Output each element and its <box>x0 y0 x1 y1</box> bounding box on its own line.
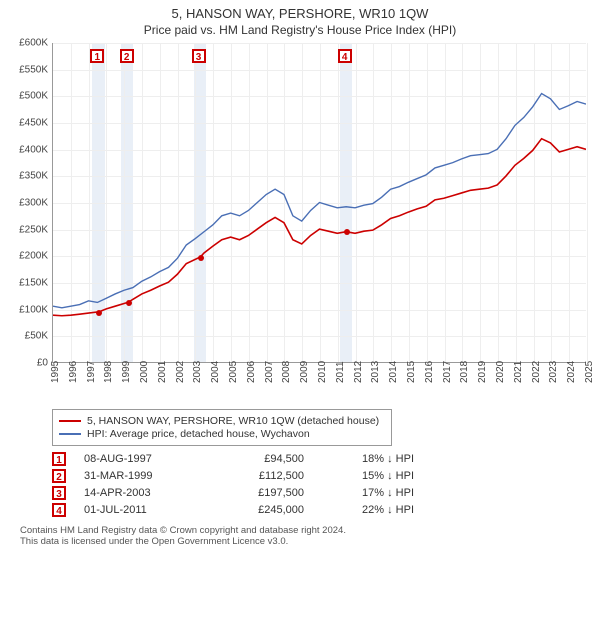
chart-area: £0 £50K £100K £150K £200K £250K £300K £350K £400… <box>10 43 590 403</box>
x-tick-label: 2022 <box>531 361 542 383</box>
x-tick-label: 1998 <box>103 361 114 383</box>
x-tick-label: 2015 <box>406 361 417 383</box>
x-axis: 1995199619971998199920002001200220032004… <box>52 365 586 403</box>
y-tick-label: £0 <box>37 358 48 369</box>
transaction-marker <box>126 300 132 306</box>
x-tick-label: 1999 <box>121 361 132 383</box>
transaction-index-box: 3 <box>52 486 66 500</box>
y-tick-label: £50K <box>25 331 48 342</box>
transaction-marker-label: 1 <box>90 49 104 63</box>
plot-area: 1 2 3 4 <box>52 43 586 363</box>
x-tick-label: 2006 <box>246 361 257 383</box>
gridline-v <box>587 43 588 362</box>
y-tick-label: £350K <box>19 171 48 182</box>
transaction-index-box: 4 <box>52 503 66 517</box>
x-tick-label: 2018 <box>459 361 470 383</box>
legend-label: HPI: Average price, detached house, Wych… <box>87 428 310 440</box>
y-tick-label: £200K <box>19 251 48 262</box>
x-tick-label: 2011 <box>335 361 346 383</box>
transaction-price: £94,500 <box>214 453 304 465</box>
x-tick-label: 2023 <box>548 361 559 383</box>
legend-swatch <box>59 433 81 435</box>
x-tick-label: 2020 <box>495 361 506 383</box>
legend-label: 5, HANSON WAY, PERSHORE, WR10 1QW (detac… <box>87 415 379 427</box>
y-tick-label: £100K <box>19 304 48 315</box>
transactions-table: 1 08-AUG-1997£94,50018% ↓ HPI 2 31-MAR-1999… <box>52 452 590 517</box>
x-tick-label: 2017 <box>442 361 453 383</box>
transaction-marker <box>344 229 350 235</box>
series-property <box>53 139 586 316</box>
y-tick-label: £250K <box>19 224 48 235</box>
x-tick-label: 2005 <box>228 361 239 383</box>
x-tick-label: 2000 <box>139 361 150 383</box>
transaction-marker-label: 4 <box>338 49 352 63</box>
transaction-hpi-diff: 18% ↓ HPI <box>304 453 414 465</box>
legend: 5, HANSON WAY, PERSHORE, WR10 1QW (detac… <box>52 409 392 446</box>
transaction-row: 1 08-AUG-1997£94,50018% ↓ HPI <box>52 452 590 466</box>
transaction-marker-label: 2 <box>120 49 134 63</box>
transaction-row: 3 14-APR-2003£197,50017% ↓ HPI <box>52 486 590 500</box>
transaction-hpi-diff: 15% ↓ HPI <box>304 470 414 482</box>
legend-swatch <box>59 420 81 422</box>
x-tick-label: 2007 <box>264 361 275 383</box>
y-tick-label: £550K <box>19 64 48 75</box>
x-tick-label: 2001 <box>157 361 168 383</box>
transaction-price: £245,000 <box>214 504 304 516</box>
x-tick-label: 2009 <box>299 361 310 383</box>
x-tick-label: 2019 <box>477 361 488 383</box>
transaction-hpi-diff: 22% ↓ HPI <box>304 504 414 516</box>
line-series-svg <box>53 43 586 362</box>
footer-line1: Contains HM Land Registry data © Crown c… <box>20 525 590 536</box>
transaction-marker <box>96 310 102 316</box>
chart-title: 5, HANSON WAY, PERSHORE, WR10 1QW <box>10 6 590 21</box>
x-tick-label: 2002 <box>175 361 186 383</box>
x-tick-label: 2010 <box>317 361 328 383</box>
y-tick-label: £300K <box>19 198 48 209</box>
transaction-date: 01-JUL-2011 <box>84 504 214 516</box>
x-tick-label: 2014 <box>388 361 399 383</box>
x-tick-label: 2024 <box>566 361 577 383</box>
x-tick-label: 2004 <box>210 361 221 383</box>
transaction-index-box: 1 <box>52 452 66 466</box>
transaction-marker <box>198 255 204 261</box>
transaction-row: 2 31-MAR-1999£112,50015% ↓ HPI <box>52 469 590 483</box>
transaction-index-box: 2 <box>52 469 66 483</box>
transaction-price: £112,500 <box>214 470 304 482</box>
legend-item: HPI: Average price, detached house, Wych… <box>59 428 385 440</box>
x-tick-label: 2013 <box>370 361 381 383</box>
chart-container: 5, HANSON WAY, PERSHORE, WR10 1QW Price … <box>0 0 600 620</box>
y-tick-label: £600K <box>19 38 48 49</box>
transaction-hpi-diff: 17% ↓ HPI <box>304 487 414 499</box>
x-tick-label: 2016 <box>424 361 435 383</box>
chart-subtitle: Price paid vs. HM Land Registry's House … <box>10 23 590 37</box>
x-tick-label: 1996 <box>68 361 79 383</box>
y-tick-label: £450K <box>19 118 48 129</box>
x-tick-label: 2021 <box>513 361 524 383</box>
transaction-date: 31-MAR-1999 <box>84 470 214 482</box>
transaction-price: £197,500 <box>214 487 304 499</box>
y-tick-label: £500K <box>19 91 48 102</box>
transaction-row: 4 01-JUL-2011£245,00022% ↓ HPI <box>52 503 590 517</box>
y-tick-label: £150K <box>19 278 48 289</box>
footer: Contains HM Land Registry data © Crown c… <box>20 525 590 547</box>
x-tick-label: 2012 <box>353 361 364 383</box>
x-tick-label: 2003 <box>192 361 203 383</box>
x-tick-label: 1995 <box>50 361 61 383</box>
x-tick-label: 2025 <box>584 361 595 383</box>
series-hpi <box>53 94 586 308</box>
x-tick-label: 2008 <box>281 361 292 383</box>
transaction-date: 08-AUG-1997 <box>84 453 214 465</box>
legend-item: 5, HANSON WAY, PERSHORE, WR10 1QW (detac… <box>59 415 385 427</box>
transaction-marker-label: 3 <box>192 49 206 63</box>
transaction-date: 14-APR-2003 <box>84 487 214 499</box>
footer-line2: This data is licensed under the Open Gov… <box>20 536 590 547</box>
x-tick-label: 1997 <box>86 361 97 383</box>
y-tick-label: £400K <box>19 144 48 155</box>
y-axis: £0£50K£100K£150K£200K£250K£300K£350K£400… <box>10 43 50 363</box>
